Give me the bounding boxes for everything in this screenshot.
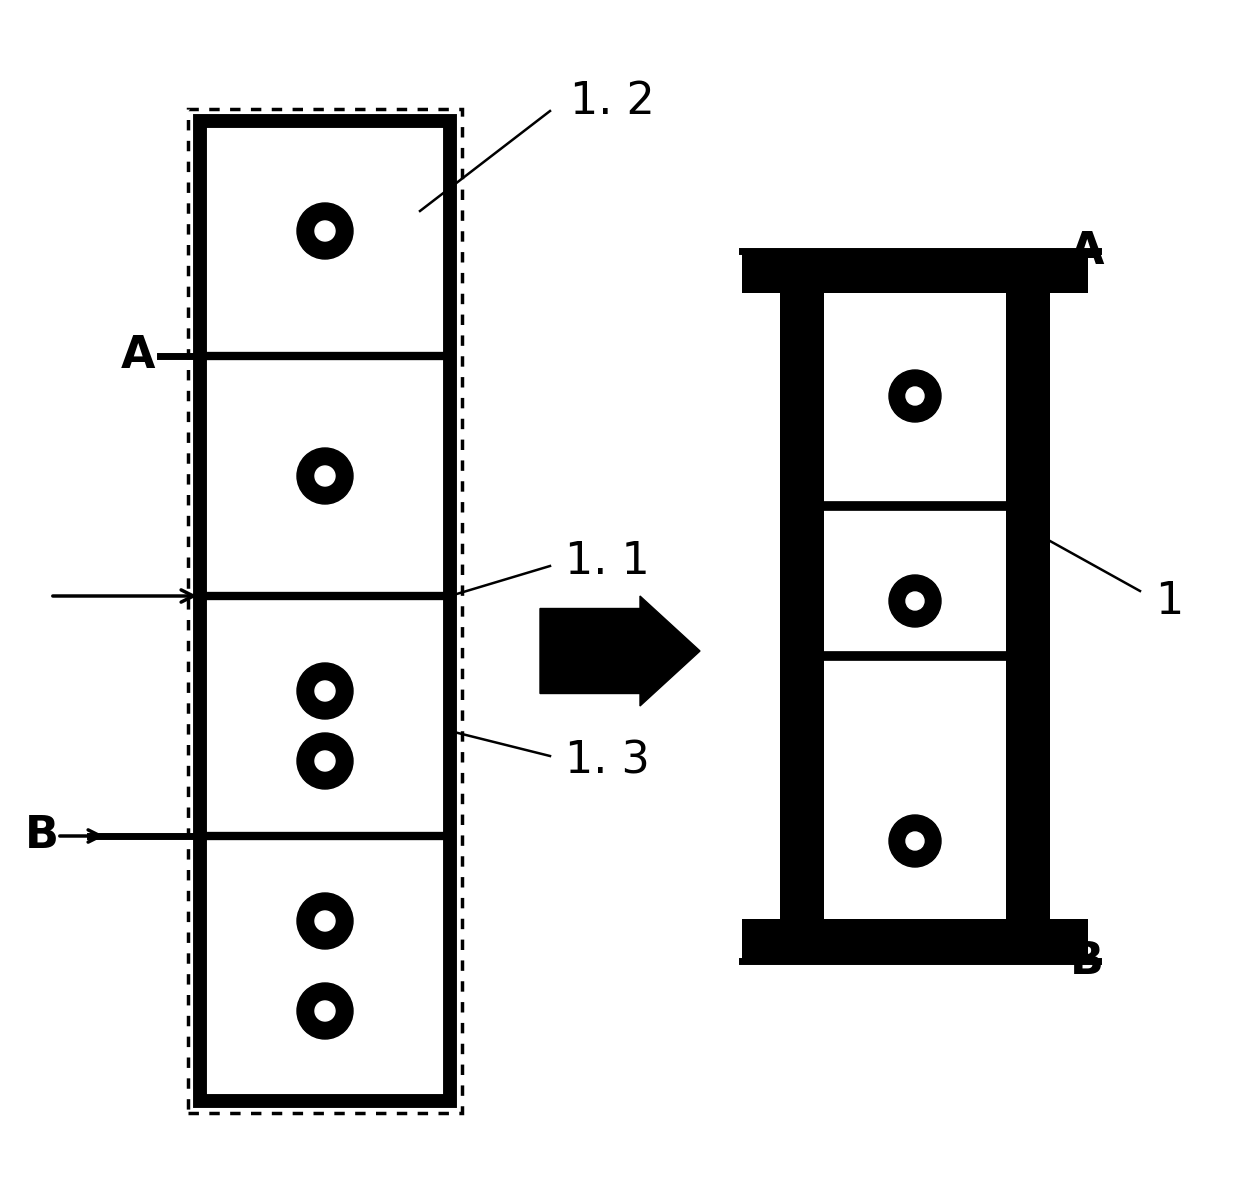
Text: B: B — [25, 815, 60, 858]
Bar — [780, 251, 1050, 961]
Circle shape — [889, 815, 941, 867]
Circle shape — [298, 732, 353, 788]
Circle shape — [315, 1000, 335, 1021]
Circle shape — [315, 466, 335, 486]
Circle shape — [298, 448, 353, 504]
Text: 1. 3: 1. 3 — [565, 740, 650, 782]
Bar — [188, 110, 463, 1114]
Bar — [1006, 293, 1050, 919]
Circle shape — [315, 752, 335, 771]
Bar — [200, 121, 450, 1100]
Circle shape — [889, 575, 941, 626]
Circle shape — [298, 983, 353, 1039]
Bar — [742, 919, 1087, 961]
Circle shape — [298, 663, 353, 719]
Circle shape — [906, 833, 924, 850]
Bar — [825, 293, 1006, 919]
Circle shape — [906, 592, 924, 610]
Text: 1. 1: 1. 1 — [565, 540, 650, 582]
Bar — [742, 251, 1087, 293]
Bar — [780, 293, 825, 919]
Text: A: A — [1070, 230, 1105, 273]
Circle shape — [315, 222, 335, 241]
Text: A: A — [120, 335, 155, 378]
Circle shape — [298, 202, 353, 258]
FancyArrow shape — [539, 596, 701, 706]
Circle shape — [889, 370, 941, 422]
Text: 1: 1 — [1154, 580, 1183, 623]
Circle shape — [315, 681, 335, 701]
Circle shape — [315, 911, 335, 931]
Text: 1. 2: 1. 2 — [570, 80, 655, 123]
Circle shape — [298, 893, 353, 949]
Text: B: B — [1070, 940, 1104, 983]
Circle shape — [906, 387, 924, 405]
